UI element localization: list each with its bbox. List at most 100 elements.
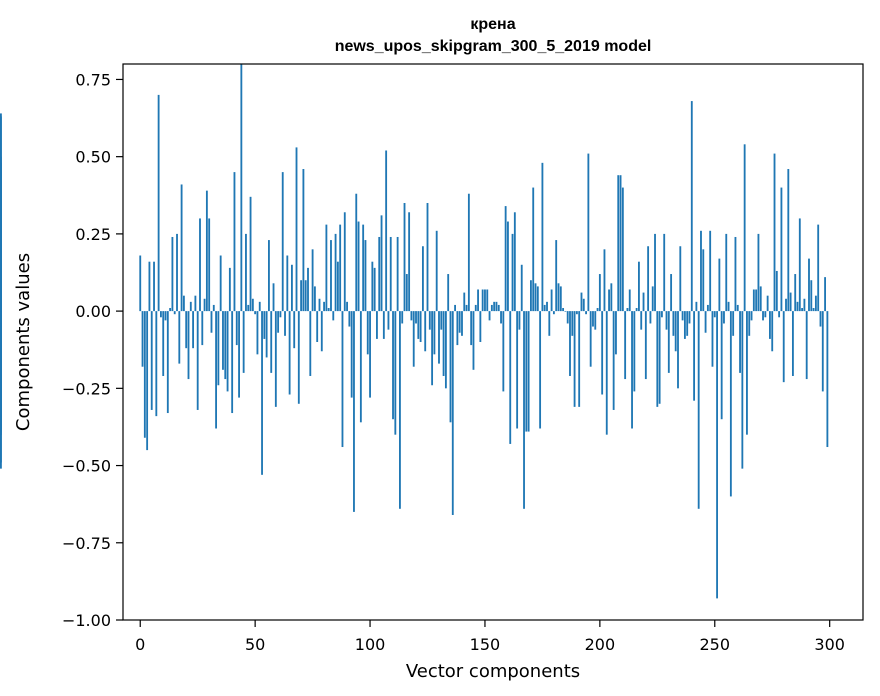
bar xyxy=(302,169,305,312)
y-tick-label: 0.50 xyxy=(75,148,111,167)
bar xyxy=(697,311,700,509)
bar xyxy=(778,311,781,318)
bar xyxy=(146,311,149,451)
bar xyxy=(681,311,684,321)
bar xyxy=(734,236,737,312)
bar xyxy=(562,308,565,312)
bar xyxy=(442,311,445,376)
bar xyxy=(810,280,813,312)
bar xyxy=(0,311,2,324)
bar xyxy=(396,236,399,312)
bar xyxy=(477,289,479,312)
bar xyxy=(700,230,702,312)
bar xyxy=(644,311,647,380)
bar xyxy=(376,311,378,339)
bar xyxy=(270,311,273,373)
bar xyxy=(472,311,475,370)
bar xyxy=(251,298,254,312)
bar xyxy=(575,311,578,315)
y-tick-label: 0.75 xyxy=(75,70,111,89)
bar xyxy=(166,311,169,414)
bar xyxy=(649,311,652,324)
x-axis-label: Vector components xyxy=(406,661,580,682)
bar xyxy=(803,298,806,312)
bar xyxy=(773,153,776,312)
bar xyxy=(327,308,330,312)
bar xyxy=(564,311,567,312)
bar xyxy=(353,311,355,512)
bar xyxy=(626,308,629,312)
bar xyxy=(633,311,636,392)
y-axis-label: Components values xyxy=(13,253,34,431)
bar xyxy=(417,311,420,339)
bar xyxy=(640,311,643,330)
bar xyxy=(157,94,160,312)
x-tick-label: 50 xyxy=(245,635,265,654)
bar xyxy=(578,311,581,407)
bar xyxy=(507,221,509,312)
bar xyxy=(490,304,493,312)
bar xyxy=(704,311,707,333)
bar xyxy=(263,311,266,339)
bar xyxy=(178,311,181,364)
bar xyxy=(199,218,201,312)
bar xyxy=(791,311,794,376)
bar xyxy=(548,311,551,336)
bar xyxy=(695,301,698,312)
bar xyxy=(766,295,769,312)
bar xyxy=(272,283,275,312)
bar xyxy=(665,311,668,330)
bar xyxy=(431,311,434,386)
bar xyxy=(318,298,321,312)
bar xyxy=(569,311,571,376)
bar xyxy=(566,311,569,324)
bar xyxy=(0,196,2,312)
bar xyxy=(509,311,512,444)
bar xyxy=(805,311,808,380)
bar xyxy=(424,311,427,352)
bar xyxy=(720,311,723,420)
bar xyxy=(293,311,296,349)
bar xyxy=(709,230,712,312)
bar xyxy=(428,311,431,330)
bar xyxy=(419,311,422,342)
bar xyxy=(210,311,213,333)
bar xyxy=(532,187,535,312)
x-tick-label: 300 xyxy=(814,635,845,654)
bar xyxy=(357,221,360,312)
bar xyxy=(295,147,298,312)
bar xyxy=(231,311,234,414)
bar xyxy=(523,311,525,509)
bar xyxy=(592,311,594,327)
bar xyxy=(495,301,498,312)
bar xyxy=(176,233,178,312)
bar xyxy=(426,203,429,312)
bar xyxy=(433,311,436,355)
bar xyxy=(180,184,183,312)
bar xyxy=(323,301,326,312)
bar xyxy=(143,311,146,438)
bar xyxy=(504,206,507,312)
bar xyxy=(511,233,514,312)
bar xyxy=(713,311,716,318)
chart-subtitle: news_upos_skipgram_300_5_2019 model xyxy=(335,38,652,55)
bar xyxy=(215,311,217,429)
bar xyxy=(598,274,601,312)
bar xyxy=(789,292,792,312)
bar xyxy=(297,311,300,404)
bar xyxy=(155,311,158,417)
bar xyxy=(729,311,732,497)
bar xyxy=(769,311,771,339)
bar xyxy=(718,258,721,312)
bar xyxy=(371,261,374,312)
bar xyxy=(711,311,714,367)
bar xyxy=(582,298,585,312)
x-tick-label: 0 xyxy=(135,635,145,654)
y-tick-label: 0.00 xyxy=(75,302,111,321)
bar xyxy=(451,311,454,515)
bar xyxy=(182,295,185,312)
bar xyxy=(826,311,829,448)
bar xyxy=(757,233,760,312)
bar xyxy=(316,311,319,342)
bar xyxy=(557,283,560,312)
